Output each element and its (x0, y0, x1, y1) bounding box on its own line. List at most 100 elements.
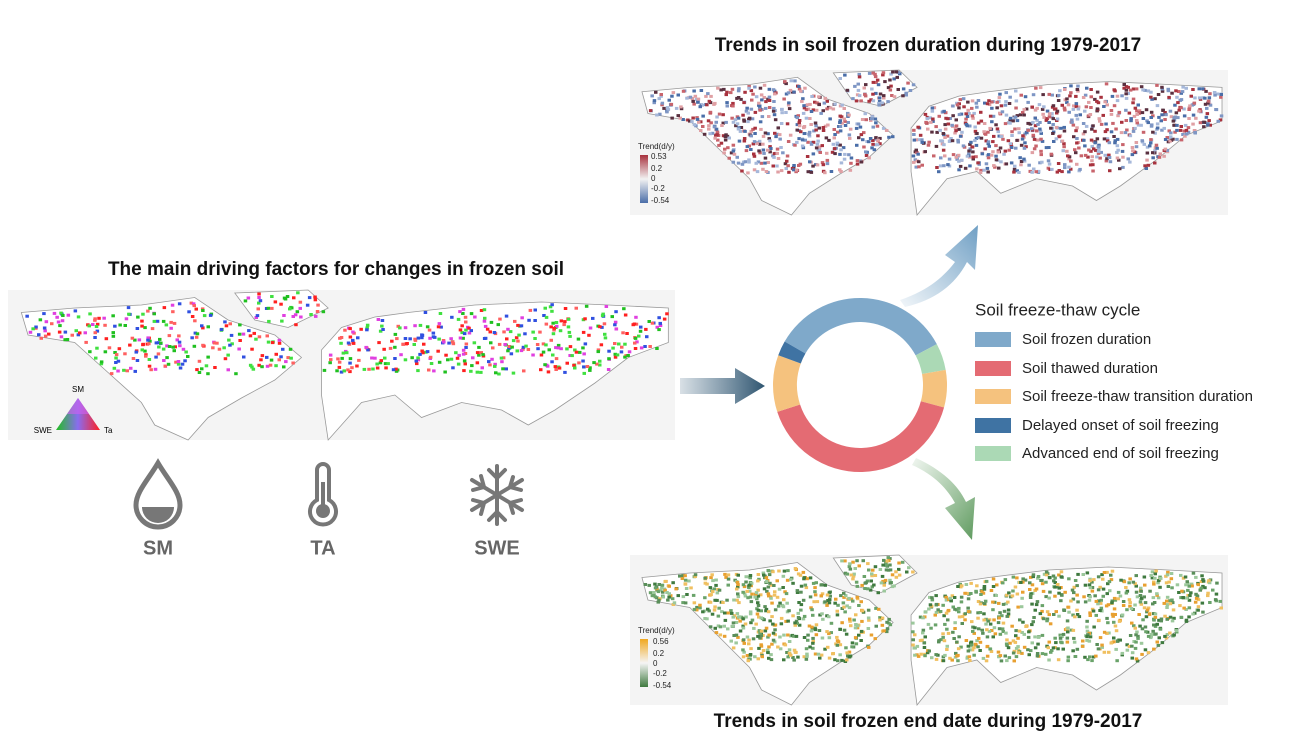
map-pixel (1095, 643, 1099, 646)
map-pixel (652, 591, 656, 594)
map-pixel (201, 309, 205, 312)
map-pixel (596, 348, 601, 352)
map-pixel (801, 97, 805, 101)
map-pixel (876, 591, 880, 595)
map-pixel (870, 87, 874, 91)
map-pixel (729, 151, 734, 155)
map-pixel (969, 641, 973, 645)
map-pixel (729, 639, 733, 643)
map-pixel (1019, 581, 1023, 584)
map-pixel (201, 343, 205, 347)
map-pixel (658, 324, 663, 327)
map-pixel (1218, 599, 1222, 603)
map-pixel (421, 351, 425, 355)
map-pixel (771, 88, 776, 92)
map-pixel (828, 117, 832, 121)
map-pixel (1072, 135, 1076, 139)
map-pixel (690, 97, 695, 100)
map-pixel (1155, 592, 1159, 596)
map-pixel (761, 649, 766, 652)
map-pixel (1053, 576, 1057, 580)
map-pixel (544, 322, 549, 326)
map-pixel (1074, 129, 1078, 133)
map-pixel (1033, 108, 1038, 112)
map-pixel (671, 91, 676, 95)
map-pixel (1045, 617, 1050, 621)
map-pixel (1115, 156, 1120, 160)
map-pixel (1124, 586, 1128, 589)
map-pixel (870, 585, 874, 589)
map-pixel (978, 649, 982, 652)
map-pixel (978, 602, 983, 606)
map-pixel (757, 139, 762, 143)
map-pixel (1036, 576, 1040, 580)
map-pixel (868, 588, 873, 592)
map-pixel (632, 322, 637, 326)
map-pixel (788, 88, 793, 92)
map-pixel (288, 347, 293, 351)
map-pixel (279, 355, 283, 359)
map-pixel (1169, 115, 1174, 119)
map-pixel (606, 368, 611, 371)
map-pixel (61, 314, 65, 317)
map-pixel (763, 629, 768, 633)
map-pixel (1047, 162, 1052, 166)
map-pixel (1171, 601, 1175, 605)
map-pixel (916, 152, 920, 156)
map-pixel (904, 91, 908, 95)
map-pixel (1053, 594, 1057, 598)
map-pixel (766, 610, 771, 614)
map-pixel (796, 572, 801, 576)
map-pixel (969, 592, 973, 595)
map-pixel (681, 89, 686, 93)
map-pixel (1119, 131, 1124, 135)
map-pixel (447, 341, 451, 345)
colorbar-label: 0.56 (653, 637, 669, 646)
map-pixel (1059, 640, 1063, 644)
map-pixel (901, 87, 906, 91)
map-pixel (759, 593, 763, 597)
map-pixel (717, 606, 721, 610)
map-pixel (647, 583, 651, 587)
map-pixel (1041, 589, 1046, 593)
map-pixel (146, 336, 150, 340)
map-pixel (787, 101, 791, 105)
map-pixel (975, 639, 979, 643)
map-pixel (1187, 606, 1192, 610)
map-pixel (1015, 169, 1019, 173)
map-pixel (1196, 598, 1201, 602)
map-pixel (835, 609, 839, 613)
map-pixel (713, 598, 717, 602)
map-pixel (1087, 598, 1092, 602)
map-pixel (761, 134, 766, 138)
map-pixel (878, 568, 883, 571)
map-pixel (844, 632, 849, 636)
map-pixel (1055, 109, 1060, 113)
map-pixel (818, 656, 822, 660)
map-pixel (437, 360, 442, 364)
map-pixel (1187, 106, 1192, 110)
map-pixel (289, 356, 293, 360)
map-pixel (1014, 629, 1018, 633)
map-pixel (88, 312, 92, 316)
map-pixel (1074, 105, 1079, 109)
map-pixel (888, 581, 893, 585)
map-pixel (736, 116, 741, 120)
map-pixel (291, 361, 295, 365)
map-pixel (76, 333, 81, 337)
map-pixel (1075, 126, 1079, 130)
map-pixel (971, 157, 975, 161)
map-pixel (999, 104, 1004, 108)
map-pixel (1017, 171, 1021, 174)
map-pixel (1115, 94, 1120, 98)
map-pixel (1208, 92, 1212, 96)
map-pixel (804, 108, 809, 112)
map-pixel (1174, 89, 1178, 93)
bottom-title: Trends in soil frozen end date during 19… (714, 711, 1143, 732)
map-pixel (549, 325, 553, 329)
map-pixel (738, 129, 743, 133)
map-pixel (671, 603, 676, 606)
map-pixel (699, 89, 704, 92)
map-pixel (1120, 94, 1124, 98)
map-pixel (814, 633, 819, 637)
